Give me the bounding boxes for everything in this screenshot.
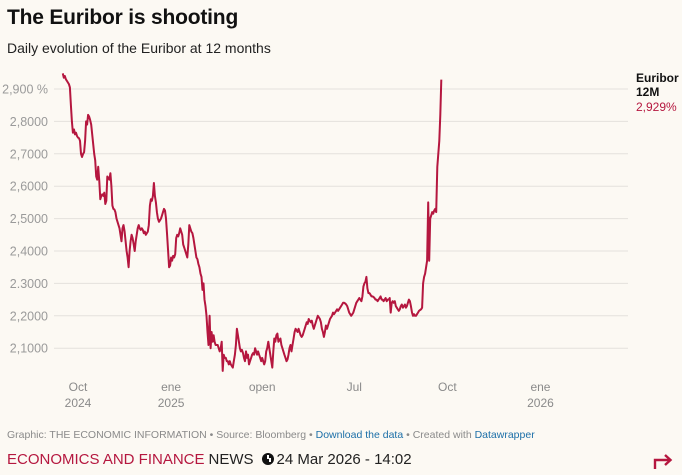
chart-subtitle: Daily evolution of the Euribor at 12 mon… xyxy=(7,40,271,56)
brand-bar: ECONOMICS AND FINANCE NEWS 24 Mar 2026 - 1… xyxy=(7,451,412,468)
x-tick-label: Oct xyxy=(438,380,457,394)
series-line-euribor-12m xyxy=(61,73,443,372)
y-tick-label: 2,6000 xyxy=(10,180,48,194)
section-label[interactable]: ECONOMICS AND FINANCE xyxy=(7,451,205,468)
download-data-link[interactable]: Download the data xyxy=(315,429,404,441)
x-tick-label: open xyxy=(249,380,276,394)
source-text: Graphic: THE ECONOMIC INFORMATION • Sour… xyxy=(7,429,316,441)
grid-layer xyxy=(54,88,628,349)
y-axis: 2,900 % 2,8000 2,7000 2,6000 2,5000 2,4000 2.3… xyxy=(2,83,48,356)
series-label-name: Euribor xyxy=(636,71,679,85)
source-line: Graphic: THE ECONOMIC INFORMATION • Sour… xyxy=(7,429,535,441)
datawrapper-link[interactable]: Datawrapper xyxy=(474,429,535,441)
series-label-tenor: 12M xyxy=(636,85,659,99)
y-tick-label: 2,7000 xyxy=(10,147,48,161)
y-tick-label: 2,5000 xyxy=(10,212,48,226)
clock-icon xyxy=(261,453,274,465)
x-axis: Oct 2024 ene 2025 open Jul Oct ene 2026 xyxy=(65,380,555,410)
y-tick-label: 2,4000 xyxy=(10,245,48,259)
series-end-label: Euribor 12M 2,929% xyxy=(636,71,679,114)
news-label: NEWS xyxy=(208,451,254,468)
x-tick-label: ene xyxy=(530,380,550,394)
x-tick-label: ene xyxy=(161,380,181,394)
chart-title: The Euribor is shooting xyxy=(7,6,239,29)
y-tick-label: 2.3000 xyxy=(10,277,48,291)
x-tick-label: Jul xyxy=(347,380,362,394)
x-tick-label: 2026 xyxy=(527,396,554,410)
publish-date: 24 Mar 2026 - 14:02 xyxy=(276,451,412,468)
share-arrow-icon[interactable] xyxy=(652,452,674,470)
y-tick-label: 2,8000 xyxy=(10,115,48,129)
created-with-text: • Created with xyxy=(403,429,475,441)
y-tick-label: 2,1000 xyxy=(10,342,48,356)
line-chart: 2,900 % 2,8000 2,7000 2,6000 2,5000 2,4000 2.3… xyxy=(2,71,679,410)
y-tick-label: 2,900 % xyxy=(2,83,48,97)
x-tick-label: Oct xyxy=(69,380,88,394)
x-tick-label: 2024 xyxy=(65,396,92,410)
x-tick-label: 2025 xyxy=(158,396,185,410)
series-label-value: 2,929% xyxy=(636,100,677,114)
y-tick-label: 2,2000 xyxy=(10,309,48,323)
